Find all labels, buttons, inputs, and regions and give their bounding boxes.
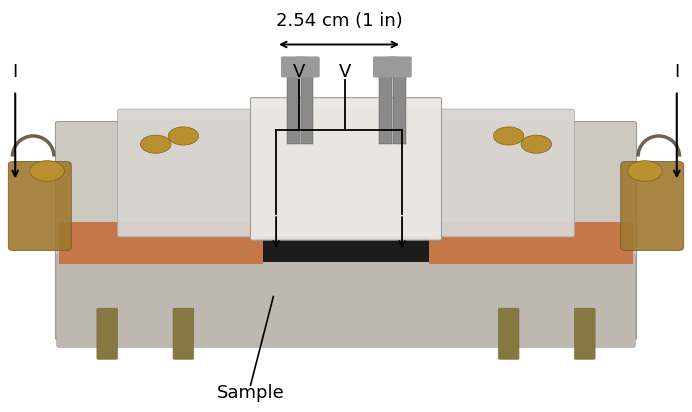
Circle shape (493, 127, 524, 145)
Circle shape (521, 135, 552, 153)
Bar (301, 70, 313, 144)
Text: 2.54 cm (1 in): 2.54 cm (1 in) (275, 12, 403, 30)
FancyBboxPatch shape (118, 109, 574, 237)
FancyBboxPatch shape (251, 98, 441, 240)
Circle shape (30, 161, 64, 181)
FancyBboxPatch shape (57, 254, 635, 347)
FancyBboxPatch shape (373, 56, 398, 77)
Bar (393, 70, 406, 144)
Bar (263, 225, 429, 262)
FancyBboxPatch shape (498, 308, 519, 359)
Text: I: I (12, 63, 18, 81)
Bar (59, 222, 263, 264)
Circle shape (628, 161, 662, 181)
FancyBboxPatch shape (281, 56, 306, 77)
Text: V: V (339, 63, 352, 81)
FancyBboxPatch shape (574, 308, 595, 359)
FancyBboxPatch shape (295, 56, 320, 77)
FancyBboxPatch shape (173, 308, 194, 359)
Text: V: V (293, 63, 305, 81)
Text: Sample: Sample (217, 384, 284, 403)
FancyBboxPatch shape (97, 308, 118, 359)
Circle shape (168, 127, 199, 145)
FancyBboxPatch shape (8, 162, 71, 250)
Text: I: I (674, 63, 680, 81)
Circle shape (140, 135, 171, 153)
FancyBboxPatch shape (55, 122, 637, 340)
Bar (287, 70, 300, 144)
Bar (379, 70, 392, 144)
FancyBboxPatch shape (387, 56, 412, 77)
FancyBboxPatch shape (621, 162, 684, 250)
Bar (429, 222, 633, 264)
